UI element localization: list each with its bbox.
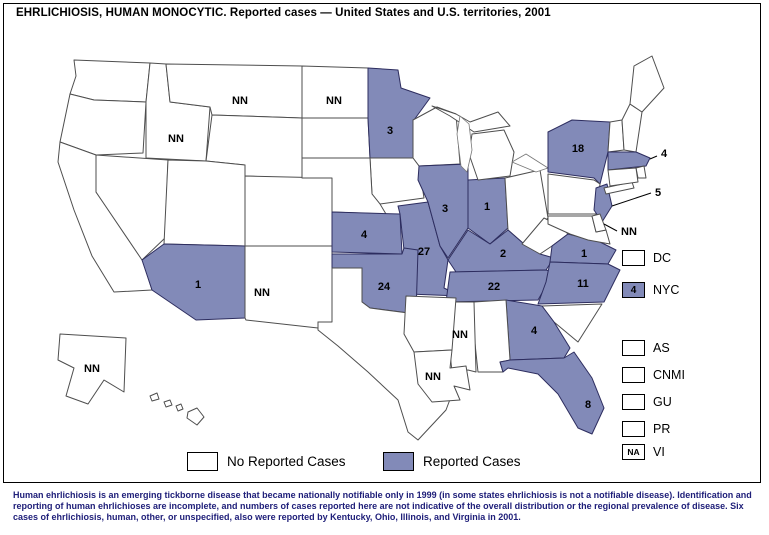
as-status-box: [622, 340, 645, 356]
dc-status-box: [622, 250, 645, 266]
states-layer: [57, 55, 665, 441]
callout-count-massachusetts: 4: [661, 148, 668, 160]
as-label: AS: [653, 341, 670, 355]
callout-box-virgin-islands: NA VI: [622, 444, 665, 460]
cnmi-label: CNMI: [653, 368, 685, 382]
callout-labels: 4 5 NN: [603, 148, 668, 238]
case-count-arizona: 1: [195, 279, 201, 291]
state-michigan-lower-peninsula: [468, 129, 515, 181]
pr-status-box: [622, 421, 645, 437]
case-count-north-carolina: 11: [577, 278, 589, 290]
case-count-illinois: 3: [442, 203, 448, 215]
legend-no-cases-label: No Reported Cases: [227, 454, 346, 469]
case-count-kansas: 4: [361, 229, 368, 241]
legend-swatch-reported: [383, 452, 414, 471]
callout-box-puerto-rico: PR: [622, 421, 670, 437]
state-hawaii: [149, 392, 205, 426]
case-count-virginia: 1: [581, 248, 587, 260]
case-count-tennessee: 22: [488, 281, 500, 293]
case-count-minnesota: 3: [387, 125, 393, 137]
state-indiana: [467, 177, 509, 245]
state-north-dakota: [301, 65, 369, 119]
state-colorado: [244, 175, 333, 247]
state-north-carolina: [537, 261, 621, 305]
state-louisiana: [413, 349, 471, 403]
nn-label-idaho: NN: [168, 133, 184, 145]
vi-na-value: NA: [627, 447, 640, 457]
footnote: Human ehrlichiosis is an emerging tickbo…: [13, 490, 752, 522]
state-south-dakota: [301, 117, 371, 159]
lake-michigan-shape: [456, 115, 473, 173]
vi-status-box: NA: [622, 444, 645, 460]
state-iowa: [369, 157, 425, 205]
hawaii-island: [175, 403, 184, 412]
state-delaware: [591, 213, 607, 233]
nn-label-north-dakota: NN: [326, 95, 342, 107]
case-count-missouri: 27: [418, 246, 430, 258]
gu-label: GU: [653, 395, 672, 409]
nyc-label: NYC: [653, 283, 680, 297]
callout-box-dc: DC: [622, 250, 671, 266]
legend-reported-label: Reported Cases: [423, 454, 521, 469]
cnmi-status-box: [622, 367, 645, 383]
legend-swatch-no-cases: [187, 452, 218, 471]
legend-reported: Reported Cases: [383, 452, 521, 471]
pr-label: PR: [653, 422, 671, 436]
state-new-york: [547, 119, 611, 185]
case-count-oklahoma: 24: [378, 281, 391, 293]
figure-title: EHRLICHIOSIS, HUMAN MONOCYTIC. Reported …: [16, 7, 551, 19]
gu-status-box: [622, 394, 645, 410]
state-vermont: [607, 119, 625, 153]
callout-line-new-jersey: [611, 192, 652, 207]
state-washington: [69, 59, 151, 103]
hawaii-island: [163, 399, 173, 408]
lake-erie-shape: [511, 153, 549, 173]
figure-border: [3, 3, 761, 483]
state-florida: [499, 351, 605, 435]
callout-nn-delaware: NN: [621, 226, 637, 238]
nn-label-alaska: NN: [84, 363, 100, 375]
state-illinois: [417, 163, 469, 259]
state-texas: [317, 267, 453, 441]
callout-box-guam: GU: [622, 394, 672, 410]
case-count-florida: 8: [585, 399, 591, 411]
legend-no-cases: No Reported Cases: [187, 452, 346, 471]
case-count-new-york: 18: [572, 143, 584, 155]
state-massachusetts: [607, 151, 651, 171]
state-alaska: [57, 333, 127, 405]
case-count-labels: 3 18 3 1 27 4 24 2 22 1 11 1 4 8 NN NN N…: [84, 95, 591, 411]
nn-label-louisiana: NN: [425, 371, 441, 383]
callout-count-new-jersey: 5: [655, 187, 661, 199]
state-connecticut: [607, 167, 639, 187]
nyc-case-count: 4: [630, 284, 637, 296]
callout-box-american-samoa: AS: [622, 340, 670, 356]
nn-label-montana: NN: [232, 95, 248, 107]
dc-label: DC: [653, 251, 672, 265]
state-oregon: [59, 93, 147, 156]
state-arkansas: [403, 295, 457, 353]
hawaii-island: [186, 407, 205, 426]
state-michigan-upper-peninsula: [431, 105, 511, 133]
state-arizona: [141, 243, 246, 321]
callout-box-cnmi: CNMI: [622, 367, 685, 383]
callout-box-nyc: 4 NYC: [622, 282, 679, 298]
nn-label-mississippi: NN: [452, 329, 468, 341]
callout-line-massachusetts: [649, 155, 658, 160]
case-count-kentucky: 2: [500, 248, 506, 260]
state-pennsylvania: [547, 173, 601, 215]
nyc-status-box: 4: [622, 282, 645, 298]
state-new-hampshire: [621, 103, 643, 153]
vi-label: VI: [653, 445, 665, 459]
state-nevada: [95, 154, 169, 261]
state-utah: [163, 159, 246, 247]
hawaii-island: [149, 392, 160, 402]
case-count-georgia: 4: [531, 325, 538, 337]
case-count-indiana: 1: [484, 201, 490, 213]
state-maine: [629, 55, 665, 113]
callout-line-delaware: [603, 223, 618, 232]
nn-label-new-mexico: NN: [254, 287, 270, 299]
